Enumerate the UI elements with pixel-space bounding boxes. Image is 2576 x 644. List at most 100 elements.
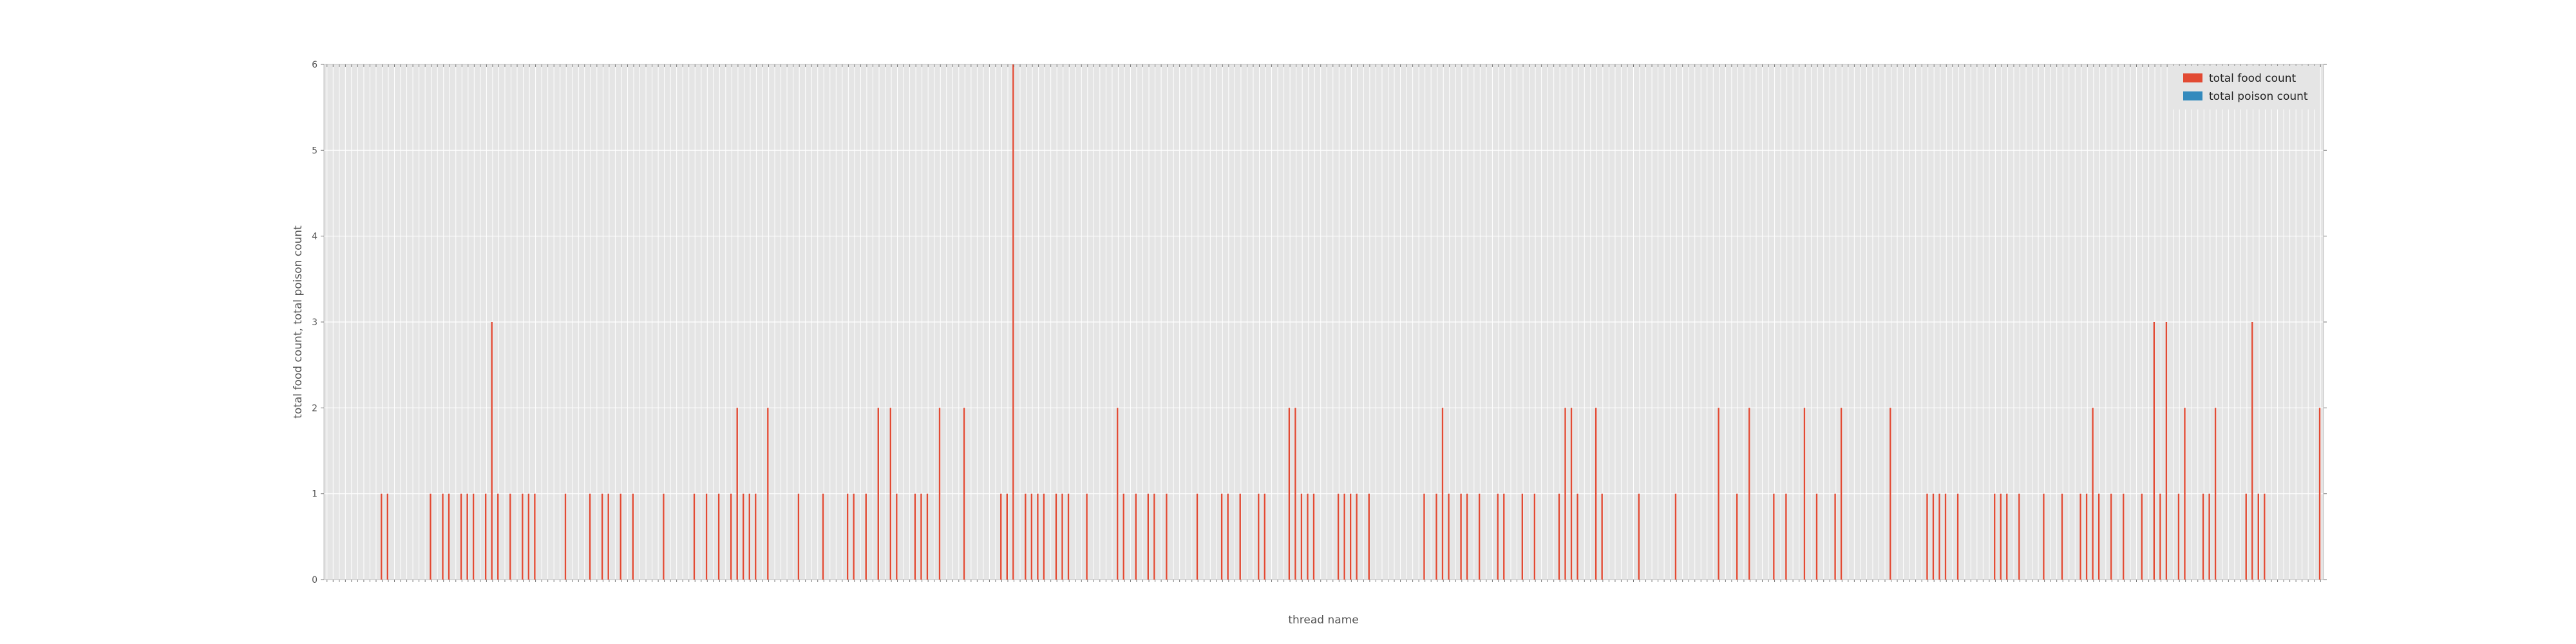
bar-total-food-count: [1785, 493, 1787, 580]
bar-total-food-count: [2251, 322, 2253, 580]
bar-total-food-count: [1435, 493, 1437, 580]
bar-total-food-count: [1349, 493, 1352, 580]
bar-total-food-count: [1227, 493, 1229, 580]
bar-total-food-count: [442, 493, 444, 580]
bar-total-food-count: [1196, 493, 1198, 580]
bar-total-food-count: [607, 493, 609, 580]
bar-total-food-count: [1834, 493, 1836, 580]
bar-total-food-count: [1025, 493, 1027, 580]
y-tick-label: 6: [312, 60, 317, 70]
x-axis-ticks: [327, 64, 2321, 582]
bar-total-food-count: [2006, 493, 2008, 580]
bar-total-food-count: [1153, 493, 1155, 580]
bar-total-food-count: [1926, 493, 1928, 580]
bar-total-food-count: [1300, 493, 1303, 580]
bar-total-food-count: [1006, 493, 1008, 580]
bar-total-food-count: [914, 493, 916, 580]
bar-total-food-count: [1577, 493, 1578, 580]
bar-total-food-count: [522, 493, 524, 580]
bar-total-food-count: [381, 493, 383, 580]
bar-total-food-count: [632, 493, 634, 580]
bar-total-food-count: [1497, 493, 1499, 580]
legend-box: [2170, 66, 2320, 109]
bar-total-food-count: [767, 408, 769, 580]
bar-total-food-count: [1466, 493, 1468, 580]
bar-total-food-count: [1718, 408, 1719, 580]
bar-total-food-count: [2110, 493, 2112, 580]
bar-total-food-count: [2085, 493, 2088, 580]
bar-total-food-count: [1889, 408, 1891, 580]
bar-total-food-count: [1117, 408, 1119, 580]
bar-total-food-count: [1086, 493, 1088, 580]
bar-total-food-count: [1638, 493, 1640, 580]
bar-total-food-count: [1012, 64, 1014, 580]
y-axis-label: total food count, total poison count: [292, 225, 305, 419]
bar-total-food-count: [497, 493, 499, 580]
bar-total-food-count: [1956, 493, 1959, 580]
bar-total-food-count: [2159, 493, 2161, 580]
bar-total-food-count: [1030, 493, 1033, 580]
bar-total-food-count: [534, 493, 536, 580]
bar-total-food-count: [466, 493, 468, 580]
bar-total-food-count: [2098, 493, 2100, 580]
bar-total-food-count: [2123, 493, 2125, 580]
bar-total-food-count: [853, 493, 855, 580]
y-tick-label: 1: [312, 489, 317, 500]
bar-total-food-count: [589, 493, 591, 580]
bar-total-food-count: [736, 408, 738, 580]
bar-total-food-count: [2000, 493, 2002, 580]
bar-total-food-count: [1994, 493, 1996, 580]
bar-total-food-count: [1564, 408, 1566, 580]
bar-total-food-count: [1312, 493, 1315, 580]
bar-total-food-count: [1264, 493, 1266, 580]
bar-total-food-count: [564, 493, 567, 580]
y-tick-label: 2: [312, 403, 317, 413]
bar-total-food-count: [963, 408, 965, 580]
bar-total-food-count: [2208, 493, 2210, 580]
bar-total-food-count: [601, 493, 603, 580]
bar-total-food-count: [527, 493, 530, 580]
bar-total-food-count: [926, 493, 929, 580]
bar-total-food-count: [2214, 408, 2217, 580]
bar-total-food-count: [2141, 493, 2143, 580]
bar-total-food-count: [717, 493, 720, 580]
bar-total-food-count: [2257, 493, 2259, 580]
bar-total-food-count: [1147, 493, 1150, 580]
bar-total-food-count: [1478, 493, 1481, 580]
bar-total-food-count: [1595, 408, 1597, 580]
bar-total-food-count: [1570, 408, 1573, 580]
bar-total-food-count: [1288, 408, 1291, 580]
bar-total-food-count: [1356, 493, 1358, 580]
bar-total-food-count: [509, 493, 511, 580]
bar-total-food-count: [1503, 493, 1505, 580]
bar-total-food-count: [730, 493, 732, 580]
bars: [381, 64, 2321, 580]
bar-total-food-count: [2018, 493, 2020, 580]
legend: total food count total poison count: [2170, 66, 2320, 109]
bar-total-food-count: [1135, 493, 1137, 580]
bar-total-food-count: [822, 493, 824, 580]
bar-total-food-count: [620, 493, 621, 580]
bar-total-food-count: [472, 493, 475, 580]
bar-total-food-count: [491, 322, 493, 580]
bar-total-food-count: [2184, 408, 2186, 580]
bar-total-food-count: [1944, 493, 1947, 580]
bar-total-food-count: [2061, 493, 2063, 580]
bar-total-food-count: [1441, 408, 1444, 580]
bar-total-food-count: [1803, 408, 1806, 580]
bar-total-food-count: [1521, 493, 1524, 580]
y-tick-label: 0: [312, 575, 317, 585]
bar-total-food-count: [1307, 493, 1309, 580]
legend-label-poison: total poison count: [2209, 90, 2308, 103]
bar-total-food-count: [889, 408, 892, 580]
bar-total-food-count: [1674, 493, 1677, 580]
bar-total-food-count: [1368, 493, 1370, 580]
bar-total-food-count: [2202, 493, 2204, 580]
bar-total-food-count: [1258, 493, 1260, 580]
bar-total-food-count: [865, 493, 867, 580]
bar-total-food-count: [1736, 493, 1738, 580]
bar-total-food-count: [1055, 493, 1057, 580]
bar-total-food-count: [1239, 493, 1241, 580]
bar-total-food-count: [877, 408, 879, 580]
